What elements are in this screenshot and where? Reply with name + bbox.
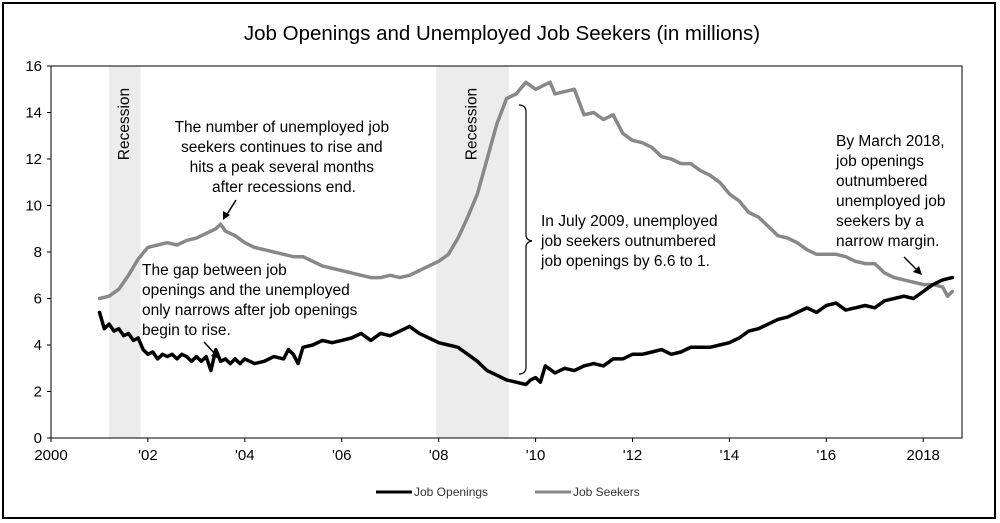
- annotation-gap-line: only narrows after job openings: [142, 302, 358, 319]
- x-tick-label: 2018: [907, 447, 940, 464]
- y-tick-label: 16: [25, 58, 42, 75]
- annotation-march-2018: By March 2018, job openings outnumbered …: [835, 133, 950, 250]
- annotation-peak: The number of unemployed job seekers con…: [175, 119, 394, 196]
- tick-layer: 0 2 4 6 8 10 12 14 16 2000 '02 '04 '06 '08 '10 '12 '14 '1…: [25, 58, 940, 464]
- legend: Job Openings Job Seekers: [376, 485, 640, 499]
- x-tick-label: 2000: [34, 447, 67, 464]
- x-tick-label: '16: [817, 447, 837, 464]
- annotation-arrow-peak: [223, 199, 237, 220]
- x-tick-label: '14: [720, 447, 740, 464]
- x-tick-label: '06: [332, 447, 352, 464]
- series-line-job-openings: [97, 275, 955, 387]
- annotation-march-2018-line: outnumbered: [836, 173, 927, 190]
- x-tick-label: '02: [138, 447, 158, 464]
- y-tick-label: 2: [34, 384, 42, 401]
- y-tick-label: 12: [25, 151, 42, 168]
- series-layer: [97, 80, 955, 387]
- annotation-peak-line: after recessions end.: [212, 179, 356, 196]
- annotation-ratio-line: In July 2009, unemployed: [541, 213, 718, 230]
- annotation-peak-line: The number of unemployed job: [175, 119, 390, 136]
- series-line-job-seekers: [97, 80, 955, 301]
- chart-svg: Job Openings and Unemployed Job Seekers …: [25, 22, 963, 499]
- annotation-ratio: In July 2009, unemployed job seekers out…: [540, 213, 722, 270]
- annotation-arrow-gap: [203, 341, 220, 359]
- annotation-march-2018-line: unemployed job: [836, 193, 945, 210]
- annotation-march-2018-line: seekers by a: [836, 213, 924, 230]
- annotation-gap: The gap between job openings and the une…: [142, 262, 362, 339]
- x-tick-label: '08: [429, 447, 449, 464]
- annotation-peak-line: seekers continues to rise and: [181, 139, 383, 156]
- annotation-ratio-line: job openings by 6.6 to 1.: [540, 253, 710, 270]
- y-tick-label: 14: [25, 105, 42, 122]
- x-tick-label: '04: [235, 447, 255, 464]
- annotation-gap-line: The gap between job: [142, 262, 287, 279]
- annotation-gap-line: begin to rise.: [142, 322, 231, 339]
- y-tick-label: 6: [34, 291, 42, 308]
- recession-label: Recession: [464, 88, 481, 160]
- annotation-gap-line: openings and the unemployed: [142, 282, 350, 299]
- chart-title: Job Openings and Unemployed Job Seekers …: [244, 22, 760, 45]
- annotation-march-2018-line: narrow margin.: [836, 233, 939, 250]
- recession-band: [109, 66, 141, 438]
- legend-label-job-openings: Job Openings: [414, 485, 488, 499]
- annotation-march-2018-line: job openings: [835, 153, 924, 170]
- y-tick-label: 4: [34, 337, 42, 354]
- annotation-march-2018-line: By March 2018,: [836, 133, 945, 150]
- x-tick-label: '12: [623, 447, 643, 464]
- x-tick-label: '10: [526, 447, 546, 464]
- y-tick-label: 0: [34, 430, 42, 447]
- y-tick-label: 8: [34, 244, 42, 261]
- annotation-peak-line: hits a peak several months: [190, 159, 375, 176]
- annotation-bracket: [518, 104, 533, 375]
- legend-label-job-seekers: Job Seekers: [573, 485, 640, 499]
- y-tick-label: 10: [25, 198, 42, 215]
- recession-label: Recession: [116, 88, 133, 160]
- annotation-arrow-march-2018: [903, 256, 922, 275]
- annotation-layer: The number of unemployed job seekers con…: [142, 104, 950, 375]
- annotation-ratio-line: job seekers outnumbered: [540, 233, 716, 250]
